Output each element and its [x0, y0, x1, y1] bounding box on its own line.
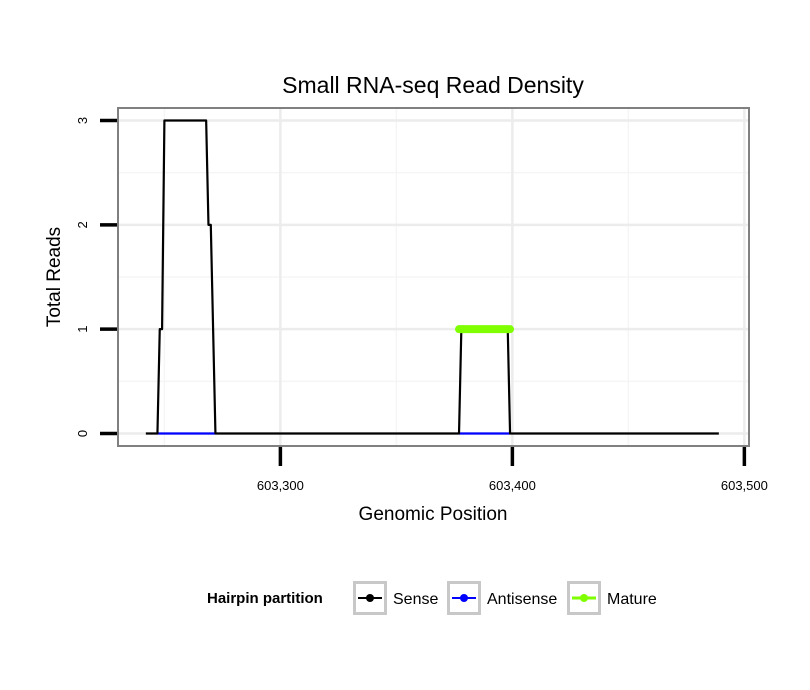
- legend-key-point-antisense: [460, 594, 468, 602]
- x-axis-title: Genomic Position: [359, 504, 508, 525]
- plot-frame: [117, 107, 750, 447]
- y-tick-label: 3: [75, 117, 90, 124]
- legend-title: Hairpin partition: [207, 590, 323, 607]
- legend-label-sense: Sense: [393, 591, 438, 608]
- legend-items: Sense Antisense Mature: [353, 581, 657, 615]
- legend-label-antisense: Antisense: [487, 591, 557, 608]
- y-axis: 0 1 2 3: [75, 117, 117, 437]
- x-tick-label: 603,400: [489, 478, 536, 493]
- legend-label-mature: Mature: [607, 591, 657, 608]
- x-axis: 603,300 603,400 603,500: [257, 447, 768, 493]
- x-tick-label: 603,300: [257, 478, 304, 493]
- legend-key-point-sense: [366, 594, 374, 602]
- chart-title: Small RNA-seq Read Density: [282, 72, 584, 98]
- y-tick-label: 0: [75, 430, 90, 437]
- y-tick-label: 1: [75, 326, 90, 333]
- series-layer: [145, 119, 719, 435]
- legend: Hairpin partition Sense Antisense Mature: [207, 581, 657, 615]
- legend-key-point-mature: [580, 594, 588, 602]
- x-tick-label: 603,500: [721, 478, 768, 493]
- y-axis-title: Total Reads: [44, 227, 65, 327]
- y-tick-label: 2: [75, 221, 90, 228]
